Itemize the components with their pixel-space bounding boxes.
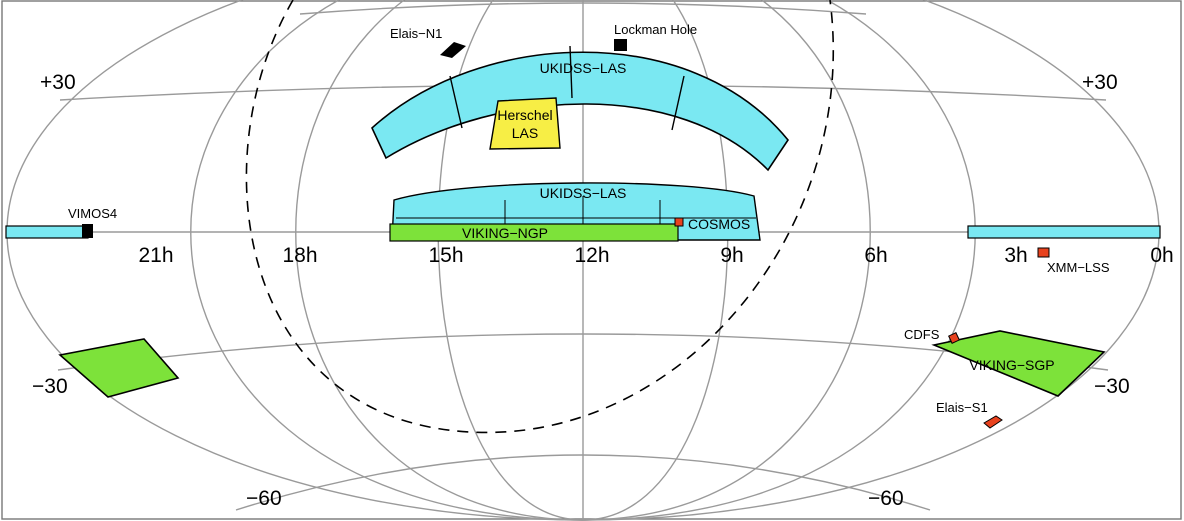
ra-label-9h: 9h — [720, 244, 743, 267]
ukidss-north-divider — [449, 75, 463, 129]
elais-s1-label: Elais−S1 — [936, 400, 988, 415]
ukidss-las-north-field: UKIDSS−LAS — [371, 45, 789, 172]
viking-ngp-field: VIKING−NGP — [389, 223, 679, 242]
lockman-hole-field: Lockman Hole — [614, 22, 697, 51]
dec-label-minus60-left: −60 — [246, 487, 282, 510]
vimos4-strip — [5, 225, 89, 239]
viking-ngp-label: VIKING−NGP — [462, 225, 548, 241]
cosmos-field: COSMOS — [674, 216, 750, 232]
vimos4-label: VIMOS4 — [68, 206, 117, 221]
dec-label-minus30-right: −30 — [1094, 375, 1130, 398]
dec-label-plus30-left: +30 — [40, 71, 76, 94]
dec-label-minus30-left: −30 — [32, 375, 68, 398]
ra-label-18h: 18h — [282, 244, 317, 267]
vimos4-field: VIMOS4 — [5, 206, 117, 239]
dec-label-plus30-right: +30 — [1082, 71, 1118, 94]
parallel-minus60 — [235, 454, 931, 511]
ukidss-las-equatorial-label: UKIDSS−LAS — [540, 185, 627, 201]
ra-axis-labels: 21h 18h 15h 12h 9h 6h 3h 0h — [138, 244, 1173, 267]
viking-sgp-label: VIKING−SGP — [969, 357, 1054, 373]
elais-s1-marker — [983, 415, 1003, 429]
elais-s1-field: Elais−S1 — [936, 400, 1003, 429]
cosmos-marker — [674, 217, 684, 227]
galactic-plane-curve — [245, 0, 835, 434]
ra-label-12h: 12h — [574, 244, 609, 267]
lockman-hole-marker — [614, 39, 627, 51]
herschel-las-field: Herschel LAS — [489, 97, 561, 150]
dec-label-minus60-right: −60 — [868, 487, 904, 510]
herschel-las-shape — [489, 97, 561, 150]
ukidss-north-divider — [569, 45, 573, 99]
vimos4-marker — [82, 224, 93, 238]
elais-n1-marker — [440, 42, 466, 58]
xmm-lss-marker — [1037, 247, 1050, 258]
xmm-lss-label: XMM−LSS — [1047, 260, 1110, 275]
viking-sgp-right-shape — [931, 330, 1106, 397]
ra-label-0h: 0h — [1150, 244, 1173, 267]
elais-n1-field: Elais−N1 — [390, 26, 466, 58]
ra-label-6h: 6h — [864, 244, 887, 267]
ukidss-las-right-strip — [967, 225, 1161, 239]
viking-sgp-left-shape — [58, 338, 180, 398]
cosmos-label: COSMOS — [688, 216, 750, 232]
parallel-plus60 — [299, 2, 867, 15]
ra-label-3h: 3h — [1004, 244, 1027, 267]
dec-axis-labels: +30 +30 −30 −30 −60 −60 — [32, 71, 1130, 510]
ukidss-las-north-label: UKIDSS−LAS — [540, 60, 627, 76]
herschel-las-label-line1: Herschel — [497, 107, 552, 123]
xmm-lss-field: XMM−LSS — [1037, 247, 1110, 275]
ukidss-north-divider — [671, 75, 685, 131]
viking-sgp-field: VIKING−SGP — [931, 330, 1106, 397]
herschel-las-label-line2: LAS — [512, 125, 538, 141]
cdfs-marker — [948, 332, 960, 344]
ra-label-15h: 15h — [428, 244, 463, 267]
lockman-hole-label: Lockman Hole — [614, 22, 697, 37]
elais-n1-label: Elais−N1 — [390, 26, 442, 41]
cdfs-label: CDFS — [904, 327, 940, 342]
ra-label-21h: 21h — [138, 244, 173, 267]
viking-ngp-shape — [389, 223, 679, 242]
cdfs-field: CDFS — [904, 327, 960, 344]
